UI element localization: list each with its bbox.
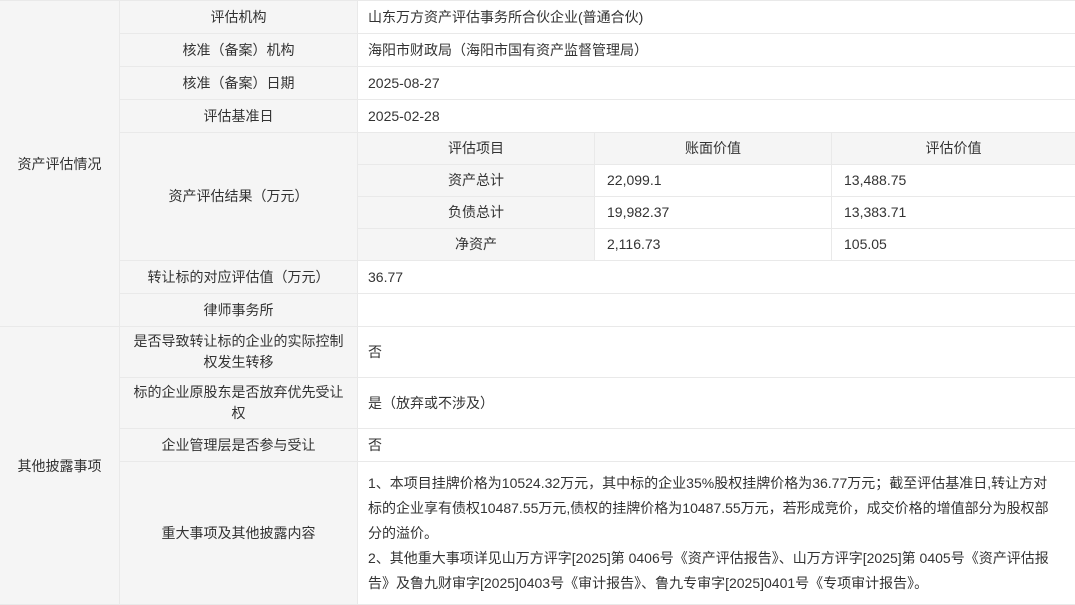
asset-evaluation-rows: 评估机构 山东万方资产评估事务所合伙企业(普通合伙) 核准（备案）机构 海阳市财… — [120, 1, 1075, 327]
law-firm-label: 律师事务所 — [120, 294, 358, 327]
table-row-total-assets: 资产总计 22,099.1 13,488.75 — [358, 165, 1075, 197]
approval-date-value: 2025-08-27 — [358, 67, 1075, 100]
section-asset-evaluation: 资产评估情况 评估机构 山东万方资产评估事务所合伙企业(普通合伙) 核准（备案）… — [0, 1, 1075, 327]
table-row-approval-date: 核准（备案）日期 2025-08-27 — [120, 67, 1075, 100]
transfer-value-label: 转让标的对应评估值（万元） — [120, 261, 358, 294]
table-row-major-matters: 重大事项及其他披露内容 1、本项目挂牌价格为10524.32万元，其中标的企业3… — [120, 462, 1075, 605]
total-liabilities-assessed-value: 13,383.71 — [832, 197, 1075, 229]
eval-result-table: 评估项目 账面价值 评估价值 资产总计 22,099.1 13,488.75 负… — [358, 133, 1075, 261]
table-row-law-firm: 律师事务所 — [120, 294, 1075, 327]
base-date-value: 2025-02-28 — [358, 100, 1075, 133]
total-liabilities-item: 负债总计 — [358, 197, 595, 229]
major-matters-paragraph-2: 2、其他重大事项详见山万方评字[2025]第 0406号《资产评估报告》、山万方… — [368, 550, 1049, 591]
eval-result-header-row: 评估项目 账面价值 评估价值 — [358, 133, 1075, 165]
table-row-transfer-value: 转让标的对应评估值（万元） 36.77 — [120, 261, 1075, 294]
approval-agency-value: 海阳市财政局（海阳市国有资产监督管理局） — [358, 34, 1075, 67]
eval-result-table-container: 评估项目 账面价值 评估价值 资产总计 22,099.1 13,488.75 负… — [358, 133, 1075, 261]
table-row-net-assets: 净资产 2,116.73 105.05 — [358, 229, 1075, 261]
total-assets-assessed-value: 13,488.75 — [832, 165, 1075, 197]
total-assets-book-value: 22,099.1 — [595, 165, 832, 197]
law-firm-value — [358, 294, 1075, 327]
column-header-assessed-value: 评估价值 — [832, 133, 1075, 165]
major-matters-value: 1、本项目挂牌价格为10524.32万元，其中标的企业35%股权挂牌价格为36.… — [358, 462, 1075, 605]
waiver-priority-value: 是（放弃或不涉及） — [358, 378, 1075, 429]
total-liabilities-book-value: 19,982.37 — [595, 197, 832, 229]
management-participate-label: 企业管理层是否参与受让 — [120, 429, 358, 462]
table-row-waiver-priority: 标的企业原股东是否放弃优先受让权 是（放弃或不涉及） — [120, 378, 1075, 429]
table-row-eval-agency: 评估机构 山东万方资产评估事务所合伙企业(普通合伙) — [120, 1, 1075, 34]
eval-agency-value: 山东万方资产评估事务所合伙企业(普通合伙) — [358, 1, 1075, 34]
table-row-eval-result: 资产评估结果（万元） 评估项目 账面价值 评估价值 资产总计 22,099.1 … — [120, 133, 1075, 261]
table-row-management-participate: 企业管理层是否参与受让 否 — [120, 429, 1075, 462]
total-assets-item: 资产总计 — [358, 165, 595, 197]
section-other-disclosure-header: 其他披露事项 — [0, 327, 120, 605]
transfer-value-value: 36.77 — [358, 261, 1075, 294]
waiver-priority-label: 标的企业原股东是否放弃优先受让权 — [120, 378, 358, 429]
net-assets-item: 净资产 — [358, 229, 595, 261]
major-matters-label: 重大事项及其他披露内容 — [120, 462, 358, 605]
net-assets-assessed-value: 105.05 — [832, 229, 1075, 261]
column-header-item: 评估项目 — [358, 133, 595, 165]
column-header-book-value: 账面价值 — [595, 133, 832, 165]
control-transfer-label: 是否导致转让标的企业的实际控制权发生转移 — [120, 327, 358, 378]
management-participate-value: 否 — [358, 429, 1075, 462]
approval-agency-label: 核准（备案）机构 — [120, 34, 358, 67]
table-row-approval-agency: 核准（备案）机构 海阳市财政局（海阳市国有资产监督管理局） — [120, 34, 1075, 67]
other-disclosure-rows: 是否导致转让标的企业的实际控制权发生转移 否 标的企业原股东是否放弃优先受让权 … — [120, 327, 1075, 605]
section-asset-evaluation-header: 资产评估情况 — [0, 1, 120, 327]
section-other-disclosure-title: 其他披露事项 — [17, 457, 102, 474]
eval-result-label: 资产评估结果（万元） — [120, 133, 358, 261]
section-asset-evaluation-title: 资产评估情况 — [17, 155, 102, 172]
table-row-base-date: 评估基准日 2025-02-28 — [120, 100, 1075, 133]
eval-agency-label: 评估机构 — [120, 1, 358, 34]
table-row-total-liabilities: 负债总计 19,982.37 13,383.71 — [358, 197, 1075, 229]
net-assets-book-value: 2,116.73 — [595, 229, 832, 261]
major-matters-paragraph-1: 1、本项目挂牌价格为10524.32万元，其中标的企业35%股权挂牌价格为36.… — [368, 475, 1049, 541]
base-date-label: 评估基准日 — [120, 100, 358, 133]
table-row-control-transfer: 是否导致转让标的企业的实际控制权发生转移 否 — [120, 327, 1075, 378]
approval-date-label: 核准（备案）日期 — [120, 67, 358, 100]
control-transfer-value: 否 — [358, 327, 1075, 378]
section-other-disclosure: 其他披露事项 是否导致转让标的企业的实际控制权发生转移 否 标的企业原股东是否放… — [0, 327, 1075, 605]
